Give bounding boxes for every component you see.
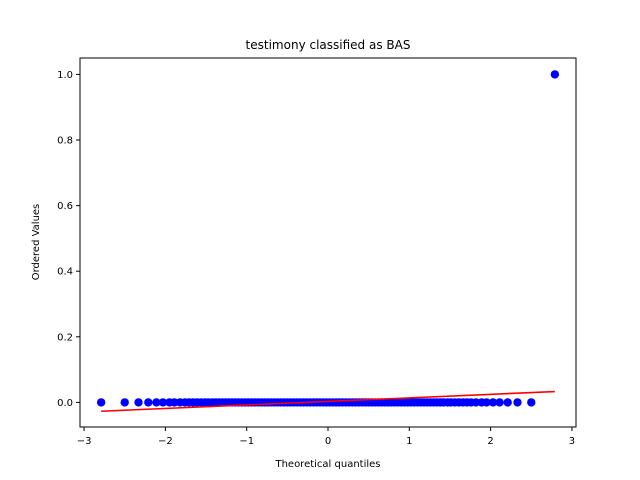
y-tick-label: 0.2 (57, 332, 73, 343)
y-tick-label: 1.0 (57, 70, 73, 81)
data-point (120, 398, 129, 407)
x-tick-label: 0 (325, 436, 331, 447)
data-point (482, 398, 491, 407)
y-tick-label: 0.4 (57, 267, 73, 278)
y-axis-label: Ordered Values (31, 204, 42, 281)
data-point (96, 398, 106, 407)
data-point (134, 398, 143, 407)
fit-line (101, 390, 555, 413)
x-axis: −3 −2 −1 0 1 2 3 (77, 427, 575, 447)
data-point (152, 398, 161, 407)
data-point (527, 398, 536, 407)
fit-line-layer (101, 390, 555, 413)
data-point (550, 70, 560, 79)
plot-area (96, 70, 560, 413)
x-tick-label: −2 (158, 436, 173, 447)
x-tick-label: −1 (239, 436, 254, 447)
data-point (513, 398, 522, 407)
x-tick-label: 3 (569, 436, 575, 447)
chart-title: testimony classified as BAS (246, 38, 411, 52)
y-tick-label: 0.6 (57, 201, 73, 212)
y-axis: 0.0 0.2 0.4 0.6 0.8 1.0 (57, 70, 80, 409)
x-tick-label: 1 (406, 436, 412, 447)
x-tick-label: −3 (77, 436, 92, 447)
data-point (158, 398, 168, 407)
data-point (503, 398, 512, 407)
y-tick-label: 0.8 (57, 136, 73, 147)
points-layer (96, 70, 560, 407)
y-tick-label: 0.0 (57, 398, 73, 409)
x-tick-label: 2 (487, 436, 493, 447)
x-axis-label: Theoretical quantiles (274, 459, 380, 470)
data-point (144, 398, 153, 407)
data-point (488, 398, 498, 407)
data-point (495, 398, 504, 407)
